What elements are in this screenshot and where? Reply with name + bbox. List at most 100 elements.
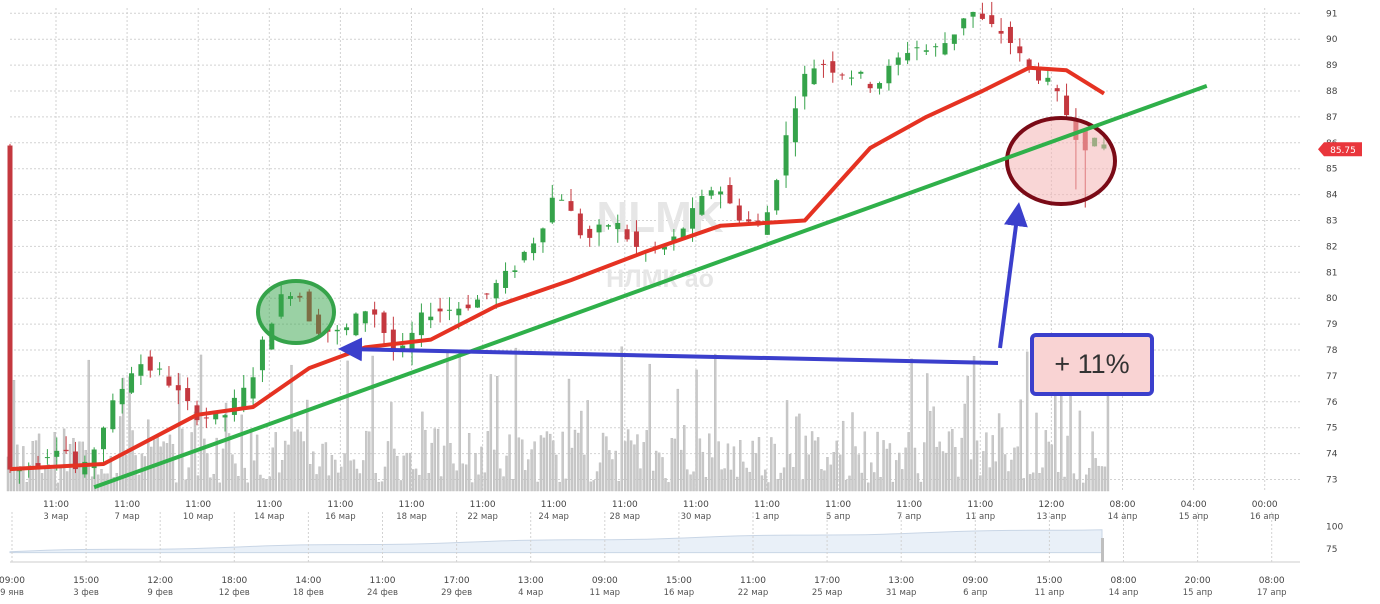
- volume-bar: [642, 442, 645, 492]
- candle-down: [998, 30, 1004, 34]
- volume-bar: [402, 455, 405, 492]
- navigator-date-label: 11 апр: [1035, 588, 1065, 598]
- volume-bar: [340, 466, 343, 492]
- navigator-handle[interactable]: [1101, 538, 1104, 562]
- volume-bar: [90, 476, 94, 492]
- volume-bar: [935, 446, 938, 492]
- volume-bar: [764, 469, 767, 492]
- volume-bar: [527, 459, 530, 492]
- candle-down: [1007, 26, 1013, 43]
- volume-bar: [496, 375, 499, 492]
- volume-bar: [511, 479, 515, 492]
- time-tick-label: 11:00: [470, 500, 496, 510]
- last-price-tag: [1318, 142, 1362, 157]
- volume-bar: [165, 443, 169, 492]
- volume-bar: [1028, 474, 1032, 492]
- volume-bar: [175, 482, 178, 492]
- navigator-time-label: 08:00: [1111, 576, 1137, 586]
- candle-up: [549, 197, 555, 223]
- volume-bar: [801, 479, 804, 492]
- price-axis: 7374757677787980818283848586878889909185…: [1318, 9, 1362, 486]
- volume-bar: [1038, 473, 1041, 492]
- volume-bar: [770, 437, 773, 492]
- navigator-date-label: 6 апр: [963, 588, 987, 598]
- volume-bar: [608, 450, 611, 492]
- price-tick-label: 74: [1326, 450, 1338, 460]
- navigator-date-label: 4 мар: [518, 588, 543, 598]
- volume-bar: [601, 432, 605, 492]
- volume-bar: [985, 432, 988, 492]
- volume-bar: [262, 478, 265, 492]
- volume-bar: [446, 351, 449, 492]
- volume-bar: [1000, 427, 1004, 492]
- candle-up: [353, 313, 359, 336]
- navigator-date-label: 12 фев: [219, 588, 250, 598]
- volume-bar: [277, 472, 281, 492]
- candle-down: [839, 74, 845, 76]
- volume-bar: [147, 419, 150, 492]
- date-tick-label: 10 мар: [183, 512, 214, 522]
- time-tick-label: 11:00: [967, 500, 993, 510]
- navigator[interactable]: 100 75 09:00 9 янв 15:00 3 фев 12:00 9 фев 18:00…: [0, 512, 1343, 598]
- candle-down: [7, 145, 13, 470]
- volume-bar: [59, 465, 62, 492]
- candle-down: [35, 463, 41, 466]
- volume-bar: [708, 433, 711, 492]
- volume-bar: [717, 441, 720, 492]
- volume-bar: [667, 482, 670, 492]
- candle-up: [905, 53, 911, 61]
- candle-up: [475, 299, 480, 308]
- navigator-date-label: 31 мар: [886, 588, 917, 598]
- volume-bar: [595, 471, 599, 492]
- time-tick-label: 11:00: [754, 500, 780, 510]
- volume-bar: [545, 431, 549, 492]
- date-tick-label: 13 апр: [1037, 512, 1067, 522]
- volume-bar: [283, 440, 287, 492]
- volume-bar: [614, 450, 617, 492]
- last-price-label: 85.75: [1330, 146, 1356, 156]
- candle-down: [147, 356, 153, 371]
- candle-up: [690, 208, 696, 229]
- date-tick-label: 14 мар: [254, 512, 285, 522]
- candle-up: [961, 18, 967, 29]
- time-tick-label: 11:00: [683, 500, 709, 510]
- volume-bar: [867, 482, 870, 492]
- highlight-circle-green: [256, 279, 336, 345]
- volume-bar: [605, 436, 608, 492]
- navigator-date-label: 15 апр: [1183, 588, 1213, 598]
- volume-bar: [199, 354, 203, 492]
- volume-bar: [648, 363, 651, 492]
- volume-bar: [455, 470, 458, 492]
- volume-bar: [533, 441, 536, 492]
- candle-up: [540, 228, 546, 243]
- candle-down: [203, 417, 209, 419]
- candle-up: [596, 224, 602, 233]
- navigator-date-label: 3 фев: [73, 588, 99, 598]
- volume-bar: [676, 388, 680, 492]
- volume-bar: [549, 433, 552, 492]
- candle-up: [512, 270, 518, 272]
- volume-bar: [829, 464, 832, 492]
- navigator-time-label: 12:00: [147, 576, 173, 586]
- volume-bar: [315, 474, 318, 492]
- volume-bars: [6, 346, 1110, 492]
- candle-up: [662, 246, 667, 250]
- price-tick-label: 75: [1326, 424, 1337, 434]
- volume-bar: [898, 452, 901, 492]
- navigator-time-label: 08:00: [1259, 576, 1285, 586]
- volume-bar: [1103, 466, 1107, 492]
- volume-bar: [224, 402, 228, 492]
- volume-bar: [377, 481, 380, 492]
- volume-bar: [1063, 476, 1066, 492]
- time-tick-label: 11:00: [541, 500, 567, 510]
- navigator-time-label: 15:00: [666, 576, 692, 586]
- volume-bar: [1050, 444, 1054, 492]
- volume-bar: [414, 468, 418, 492]
- volume-bar: [309, 464, 312, 492]
- candle-up: [895, 57, 901, 65]
- price-tick-label: 82: [1326, 242, 1337, 252]
- navigator-date-label: 25 мар: [812, 588, 843, 598]
- navigator-date-label: 29 фев: [441, 588, 472, 598]
- navigator-date-label: 14 апр: [1109, 588, 1139, 598]
- navigator-date-label: 24 фев: [367, 588, 398, 598]
